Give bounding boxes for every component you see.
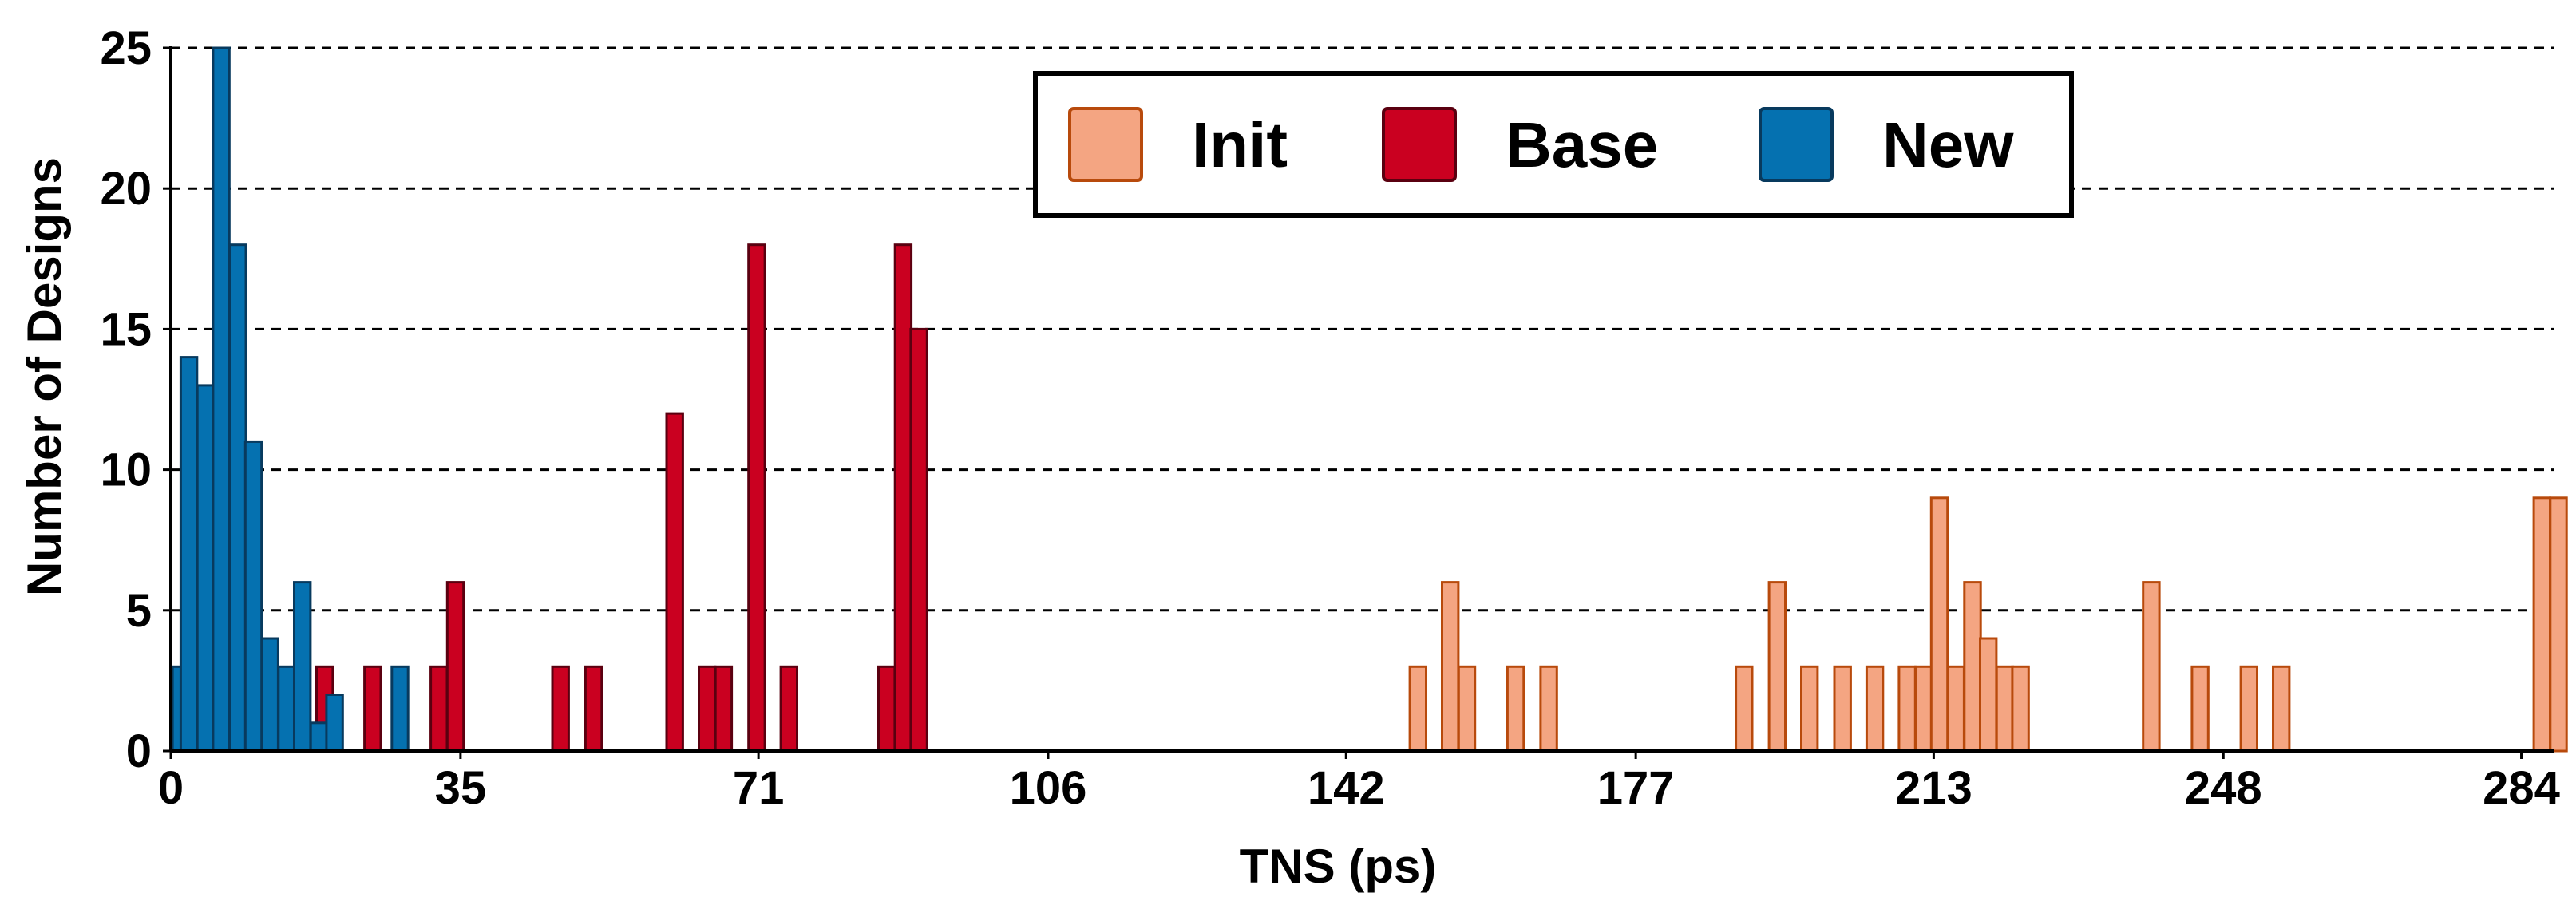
legend-label: Base [1506, 109, 1658, 180]
bar [551, 665, 570, 753]
legend: Init Base New [1033, 71, 2074, 218]
legend-label: New [1882, 109, 2014, 180]
x-axis-title: TNS (ps) [1240, 840, 1437, 893]
series-base [315, 243, 928, 753]
x-tick-label: 248 [2185, 762, 2262, 814]
bar [1979, 637, 1998, 753]
bar [893, 243, 913, 753]
bar [2549, 496, 2568, 753]
bar [714, 665, 734, 753]
bar [363, 665, 382, 753]
bar [665, 412, 684, 753]
bar [260, 637, 279, 753]
legend-entry-new: New [1759, 107, 2014, 182]
legend-box [1033, 71, 2074, 218]
x-tick-label: 106 [1010, 762, 1087, 814]
bar [1408, 665, 1427, 753]
x-tick-label: 142 [1308, 762, 1385, 814]
bar [277, 665, 296, 753]
bar [698, 665, 717, 753]
bar [196, 384, 216, 753]
bar [1995, 665, 2015, 753]
bar [1914, 665, 1933, 753]
bar [1963, 581, 1982, 753]
bar [2190, 665, 2210, 753]
y-tick-label: 10 [100, 445, 152, 496]
bar [429, 665, 449, 753]
bar [445, 581, 465, 753]
bar [390, 665, 410, 753]
bar [293, 581, 312, 753]
bar [1897, 665, 1917, 753]
bar [1946, 665, 1965, 753]
legend-swatch [1759, 107, 1834, 182]
bar [325, 694, 344, 753]
bar [2011, 665, 2030, 753]
legend-swatch [1068, 107, 1143, 182]
legend-label: Init [1192, 109, 1288, 180]
y-tick-labels: 0 5 10 15 20 25 [100, 22, 171, 777]
bar [747, 243, 766, 753]
bar [2239, 665, 2259, 753]
bar [1767, 581, 1787, 753]
x-tick-label: 0 [158, 762, 184, 814]
bar [1506, 665, 1525, 753]
bar [309, 721, 329, 753]
y-tick-label: 25 [100, 22, 152, 74]
x-tick-label: 177 [1597, 762, 1675, 814]
bar [2142, 581, 2161, 753]
bar [228, 243, 247, 753]
bar [779, 665, 798, 753]
axes [169, 46, 2554, 753]
legend-entry-base: Base [1382, 107, 1658, 182]
bar [1457, 665, 1477, 753]
bar [584, 665, 603, 753]
bar [2532, 496, 2552, 753]
y-tick-label: 20 [100, 163, 152, 215]
bar [1539, 665, 1558, 753]
y-axis-title: Number of Designs [18, 157, 71, 596]
y-tick-label: 0 [126, 725, 152, 777]
y-tick-label: 5 [126, 585, 152, 637]
x-tick-label: 213 [1895, 762, 1973, 814]
x-tick-label: 71 [733, 762, 785, 814]
bar [1800, 665, 1819, 753]
bar [1441, 581, 1460, 753]
bar [212, 46, 231, 753]
bar [2272, 665, 2291, 753]
x-tick-labels: 0 35 71 106 142 177 213 248 284 [158, 751, 2560, 814]
bar [243, 440, 263, 753]
bar [179, 356, 199, 753]
bar [877, 665, 896, 753]
x-tick-label: 284 [2483, 762, 2560, 814]
bar [1735, 665, 1754, 753]
series-init [1408, 496, 2568, 753]
bar [1865, 665, 1885, 753]
y-tick-label: 15 [100, 303, 152, 355]
series-new [171, 46, 410, 753]
legend-entry-init: Init [1068, 107, 1288, 182]
legend-swatch [1382, 107, 1457, 182]
bar [1833, 665, 1852, 753]
bar [1929, 496, 1949, 753]
bar [909, 327, 928, 753]
x-tick-label: 35 [435, 762, 487, 814]
